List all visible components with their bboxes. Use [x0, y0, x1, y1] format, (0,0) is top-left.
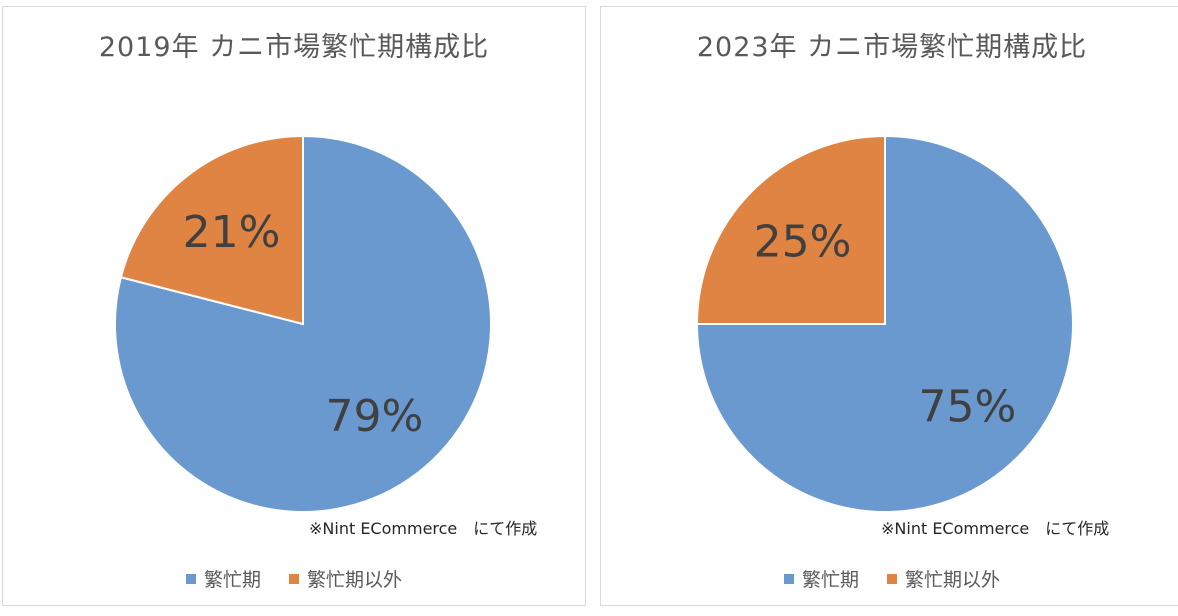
legend-item-busy: 繁忙期 — [185, 565, 261, 592]
chart-panel-2023: 2023年 カニ市場繁忙期構成比 75% 25% ※Nint ECommerce … — [600, 6, 1178, 606]
legend-item-busy: 繁忙期 — [783, 565, 859, 592]
pie-slice-other — [119, 134, 304, 326]
legend-label-busy: 繁忙期 — [801, 569, 859, 591]
slice-label-other: 25% — [754, 217, 852, 268]
legend-item-other: 繁忙期以外 — [887, 565, 1000, 592]
legend: 繁忙期 繁忙期以外 — [601, 565, 1178, 592]
pie-chart: 79% 21% — [114, 134, 492, 513]
chart-title: 2023年 カニ市場繁忙期構成比 — [696, 32, 1088, 63]
legend-swatch-busy — [185, 573, 196, 584]
chart-panel-2019: 2019年 カニ市場繁忙期構成比 79% 21% ※Nint ECommerce … — [2, 6, 586, 606]
slice-label-busy: 79% — [326, 391, 424, 442]
chart-title: 2019年 カニ市場繁忙期構成比 — [98, 32, 490, 63]
slice-label-other: 21% — [183, 207, 281, 258]
legend-label-other: 繁忙期以外 — [905, 569, 1001, 591]
legend-swatch-other — [887, 573, 897, 584]
legend-swatch-busy — [783, 573, 794, 584]
legend-label-busy: 繁忙期 — [203, 569, 261, 591]
legend-item-other: 繁忙期以外 — [289, 565, 402, 592]
legend-swatch-other — [289, 573, 299, 584]
legend-label-other: 繁忙期以外 — [307, 569, 403, 591]
source-note: ※Nint ECommerce にて作成 — [309, 519, 538, 538]
pie-slice-other — [695, 134, 886, 325]
pie-chart: 75% 25% — [695, 134, 1074, 513]
legend: 繁忙期 繁忙期以外 — [3, 565, 585, 592]
slice-label-busy: 75% — [919, 381, 1017, 432]
source-note: ※Nint ECommerce にて作成 — [881, 519, 1110, 538]
